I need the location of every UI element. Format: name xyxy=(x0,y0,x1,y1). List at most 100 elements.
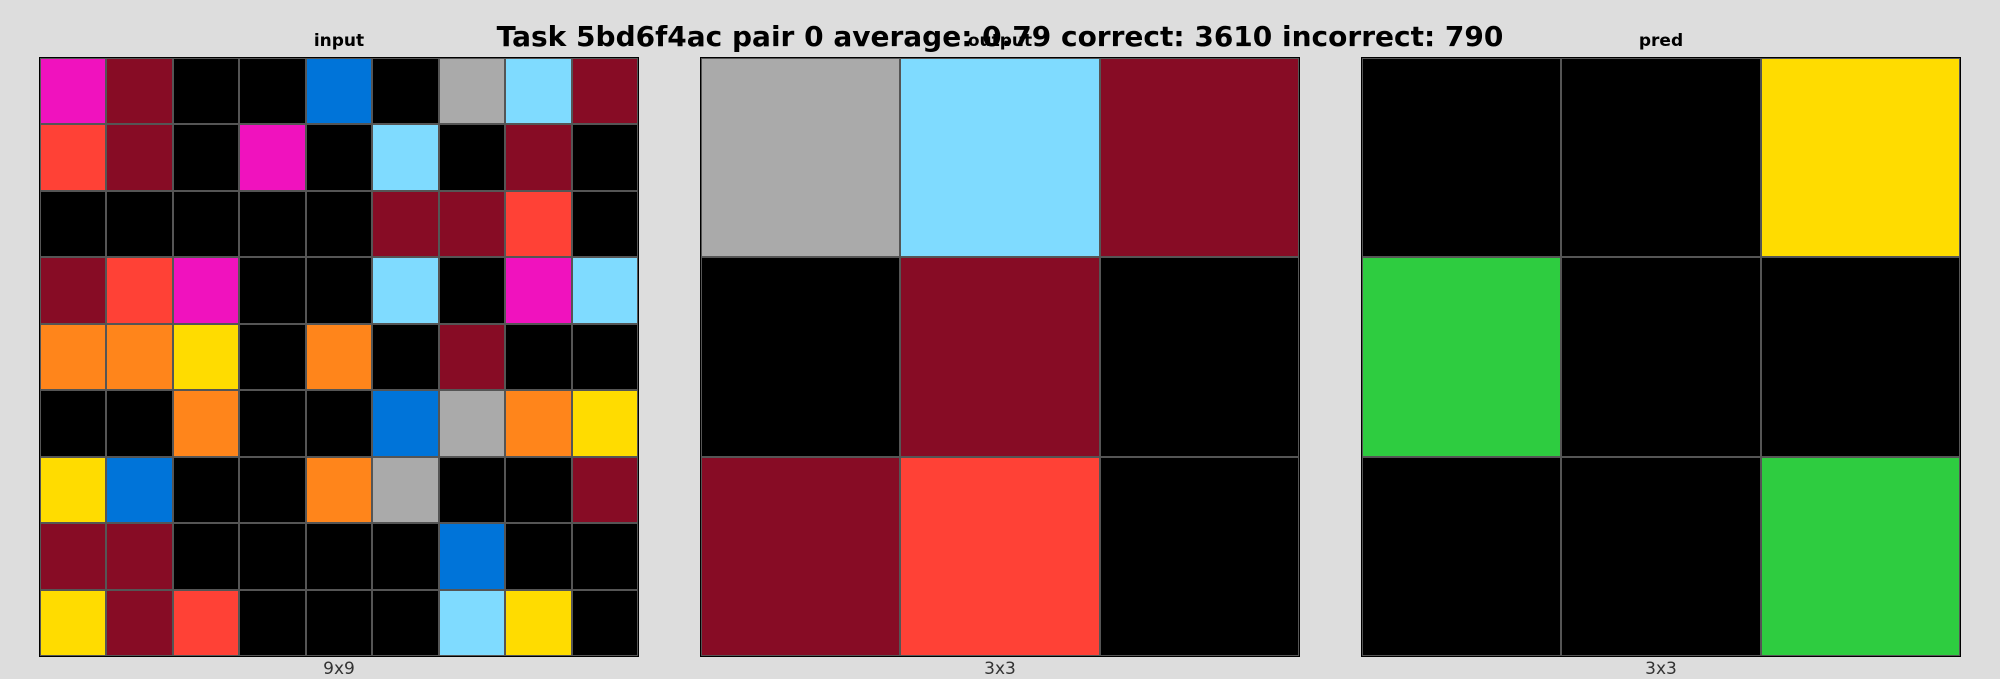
grid-cell xyxy=(571,456,638,524)
pred-grid xyxy=(1361,57,1961,657)
grid-cell xyxy=(40,124,107,191)
grid-cell xyxy=(571,390,638,457)
grid-cell xyxy=(505,390,572,457)
grid-cell xyxy=(505,456,572,524)
grid-cell xyxy=(372,58,439,125)
grid-cell xyxy=(571,323,638,391)
grid-cell xyxy=(438,523,506,590)
grid-cell xyxy=(172,190,240,258)
grid-cell xyxy=(106,523,173,590)
panel-title-input: input xyxy=(313,31,365,51)
grid-cell xyxy=(305,456,373,524)
grid-cell xyxy=(372,456,439,524)
grid-cell xyxy=(372,589,439,656)
grid-cell xyxy=(372,257,439,324)
grid-cell xyxy=(505,523,572,590)
grid-cell xyxy=(40,190,107,258)
grid-cell xyxy=(305,124,373,191)
grid-cell xyxy=(1561,257,1761,457)
grid-cell xyxy=(40,257,107,324)
grid-cell xyxy=(106,323,173,391)
panel-size-pred: 3x3 xyxy=(1645,659,1677,679)
panel-size-output: 3x3 xyxy=(984,659,1016,679)
grid-cell xyxy=(239,257,306,324)
grid-cell xyxy=(106,190,173,258)
grid-cell xyxy=(900,257,1100,457)
grid-cell xyxy=(172,124,240,191)
grid-cell xyxy=(505,257,572,324)
grid-cell xyxy=(372,323,439,391)
panel-size-input: 9x9 xyxy=(323,659,355,679)
grid-cell xyxy=(239,456,306,524)
grid-cell xyxy=(571,257,638,324)
panel-pred: pred 3x3 xyxy=(1361,31,1961,679)
grid-cell xyxy=(372,523,439,590)
grid-cell xyxy=(505,589,572,656)
grid-cell xyxy=(571,58,638,125)
panel-input: input 9x9 xyxy=(39,31,639,679)
grid-cell xyxy=(40,523,107,590)
grid-cell xyxy=(106,390,173,457)
grid-cell xyxy=(505,124,572,191)
grid-cell xyxy=(172,456,240,524)
grid-cell xyxy=(1362,257,1562,457)
grid-cell xyxy=(701,257,901,457)
grid-cell xyxy=(505,323,572,391)
grid-cell xyxy=(900,456,1100,656)
grid-cell xyxy=(239,124,306,191)
grid-cell xyxy=(239,589,306,656)
grid-cell xyxy=(1362,456,1562,656)
grid-cell xyxy=(305,190,373,258)
grid-cell xyxy=(172,323,240,391)
grid-cell xyxy=(438,390,506,457)
grid-cell xyxy=(106,257,173,324)
grid-cell xyxy=(305,257,373,324)
grid-cell xyxy=(305,323,373,391)
grid-cell xyxy=(1099,257,1299,457)
grid-cell xyxy=(1760,257,1960,457)
grid-cell xyxy=(1099,456,1299,656)
grid-cell xyxy=(1362,58,1562,258)
grid-cell xyxy=(438,589,506,656)
figure-title: Task 5bd6f4ac pair 0 average: 0.79 corre… xyxy=(496,20,1504,53)
grid-cell xyxy=(438,456,506,524)
grid-cell xyxy=(40,589,107,656)
grid-cell xyxy=(40,390,107,457)
grid-cell xyxy=(172,523,240,590)
grid-cell xyxy=(305,58,373,125)
grid-cell xyxy=(106,456,173,524)
grid-cell xyxy=(1099,58,1299,258)
grid-cell xyxy=(1561,456,1761,656)
grid-cell xyxy=(172,390,240,457)
grid-cell xyxy=(1561,58,1761,258)
grid-cell xyxy=(438,257,506,324)
grid-cell xyxy=(571,523,638,590)
grid-cell xyxy=(172,589,240,656)
grid-cell xyxy=(1760,456,1960,656)
grid-cell xyxy=(106,589,173,656)
grid-cell xyxy=(438,58,506,125)
grid-cell xyxy=(305,523,373,590)
grid-cell xyxy=(40,456,107,524)
grid-cell xyxy=(239,390,306,457)
panel-title-pred: pred xyxy=(1638,31,1684,51)
grid-cell xyxy=(701,58,901,258)
grid-cell xyxy=(900,58,1100,258)
grid-cell xyxy=(172,58,240,125)
grid-cell xyxy=(239,523,306,590)
output-grid xyxy=(700,57,1300,657)
grid-cell xyxy=(438,124,506,191)
grid-cell xyxy=(106,58,173,125)
grid-cell xyxy=(239,190,306,258)
panel-output: output 3x3 xyxy=(700,31,1300,679)
grid-cell xyxy=(239,58,306,125)
input-grid xyxy=(39,57,639,657)
grid-cell xyxy=(1760,58,1960,258)
grid-cell xyxy=(571,124,638,191)
grid-cell xyxy=(40,58,107,125)
grid-cell xyxy=(106,124,173,191)
grid-cell xyxy=(438,190,506,258)
grid-cell xyxy=(305,390,373,457)
grid-cell xyxy=(505,58,572,125)
grid-cell xyxy=(372,190,439,258)
